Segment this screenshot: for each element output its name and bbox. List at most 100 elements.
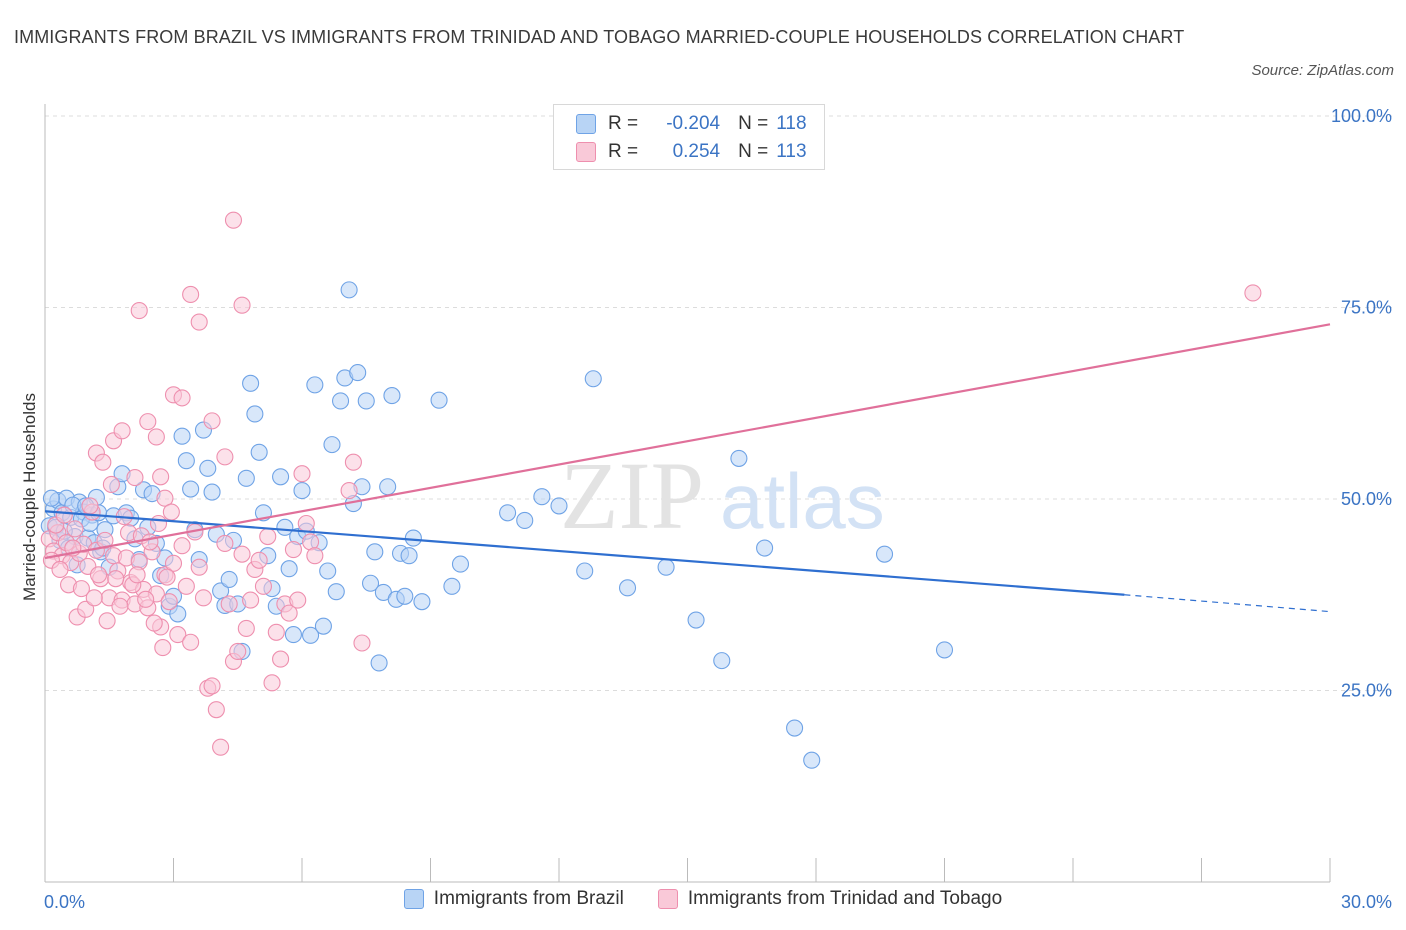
stats-legend: R = -0.204 N = 118 R = 0.254 N = 113 (553, 104, 825, 170)
legend-swatch-trinidad (657, 889, 678, 909)
data-point (220, 570, 238, 588)
watermark-zip: ZIP (560, 442, 704, 549)
stats-swatch-brazil (576, 114, 596, 134)
y-tick-label: 50.0% (1341, 489, 1392, 509)
data-point (164, 554, 183, 572)
data-point (289, 591, 307, 609)
data-point (250, 551, 268, 569)
data-point (233, 545, 251, 563)
trend-lines (44, 323, 1331, 613)
watermark-atlas: atlas (720, 457, 885, 545)
y-tick-labels: 100.0% 75.0% 50.0% 25.0% (1331, 106, 1392, 701)
data-point (413, 593, 431, 611)
data-point (194, 589, 213, 607)
data-point (130, 302, 148, 320)
data-point (786, 719, 804, 737)
data-point (169, 605, 187, 623)
data-point (173, 427, 191, 445)
data-point (242, 591, 260, 609)
data-point (139, 413, 157, 431)
data-point (162, 503, 180, 521)
data-point (280, 560, 298, 578)
y-tick-label: 25.0% (1341, 681, 1392, 701)
data-point (190, 313, 208, 331)
data-point (1244, 284, 1262, 302)
data-point (451, 555, 470, 573)
data-point (404, 529, 422, 547)
legend-swatch-brazil (403, 889, 424, 909)
data-point (203, 412, 221, 430)
data-point (182, 285, 200, 304)
data-point (111, 597, 129, 615)
data-point (51, 560, 69, 579)
trend-line-trinidad (44, 323, 1331, 560)
data-point (246, 405, 264, 423)
data-point (126, 469, 144, 487)
data-point (149, 514, 168, 533)
data-point (340, 281, 358, 299)
data-point (182, 633, 200, 651)
data-point (169, 626, 187, 644)
data-point (297, 514, 315, 533)
stats-r-label: R = (608, 141, 639, 162)
data-point (199, 459, 217, 477)
data-point (272, 468, 290, 486)
y-axis-title: Married-couple Households (20, 393, 39, 601)
stats-n-value: 113 (776, 141, 807, 162)
data-point (302, 626, 320, 644)
data-point (147, 428, 165, 446)
legend-item-brazil[interactable]: Immigrants from Brazil (403, 888, 624, 910)
y-tick-label: 75.0% (1341, 298, 1392, 318)
data-point (173, 537, 191, 555)
data-point (242, 374, 260, 392)
data-point (353, 634, 371, 652)
data-point (280, 604, 298, 622)
data-point (102, 475, 120, 493)
data-point (81, 497, 99, 515)
stats-r-label: R = (608, 113, 639, 134)
data-point (216, 534, 234, 552)
data-point (156, 489, 174, 507)
data-point (237, 469, 255, 487)
data-point (212, 738, 230, 756)
data-point (259, 527, 277, 546)
stats-n-label: N = (738, 141, 769, 162)
data-point (272, 650, 290, 668)
data-point (207, 701, 225, 719)
trend-line-brazil-extension (1124, 594, 1331, 613)
x-tick-label-max: 30.0% (1341, 892, 1392, 912)
data-point (730, 449, 748, 467)
stats-n-value: 118 (776, 113, 807, 134)
data-point (584, 370, 602, 388)
data-point (154, 639, 172, 657)
data-point (177, 452, 195, 470)
data-point (293, 465, 311, 483)
stats-r-value: 0.254 (672, 141, 721, 162)
data-point (66, 520, 84, 538)
data-point (306, 547, 324, 565)
data-point (687, 611, 705, 629)
data-point (400, 547, 418, 565)
data-point (98, 612, 116, 630)
legend-item-trinidad[interactable]: Immigrants from Trinidad and Tobago (657, 888, 1002, 910)
x-tick-label-min: 0.0% (44, 892, 85, 912)
data-point (107, 570, 125, 588)
chart-title: IMMIGRANTS FROM BRAZIL VS IMMIGRANTS FRO… (14, 27, 1185, 47)
bottom-legend: Immigrants from Brazil Immigrants from T… (0, 888, 1406, 910)
y-tick-label: 100.0% (1331, 106, 1392, 126)
data-point (203, 677, 221, 695)
data-point (267, 623, 285, 641)
data-point (237, 619, 255, 638)
data-point (550, 497, 568, 515)
data-point (370, 654, 388, 672)
stats-r-value: -0.204 (666, 113, 721, 134)
data-point (430, 391, 448, 409)
data-point (935, 641, 954, 659)
data-point (263, 674, 281, 692)
data-point (383, 387, 401, 405)
data-point (875, 545, 894, 563)
data-point (77, 600, 95, 618)
data-point (173, 389, 191, 407)
data-point (344, 453, 362, 471)
